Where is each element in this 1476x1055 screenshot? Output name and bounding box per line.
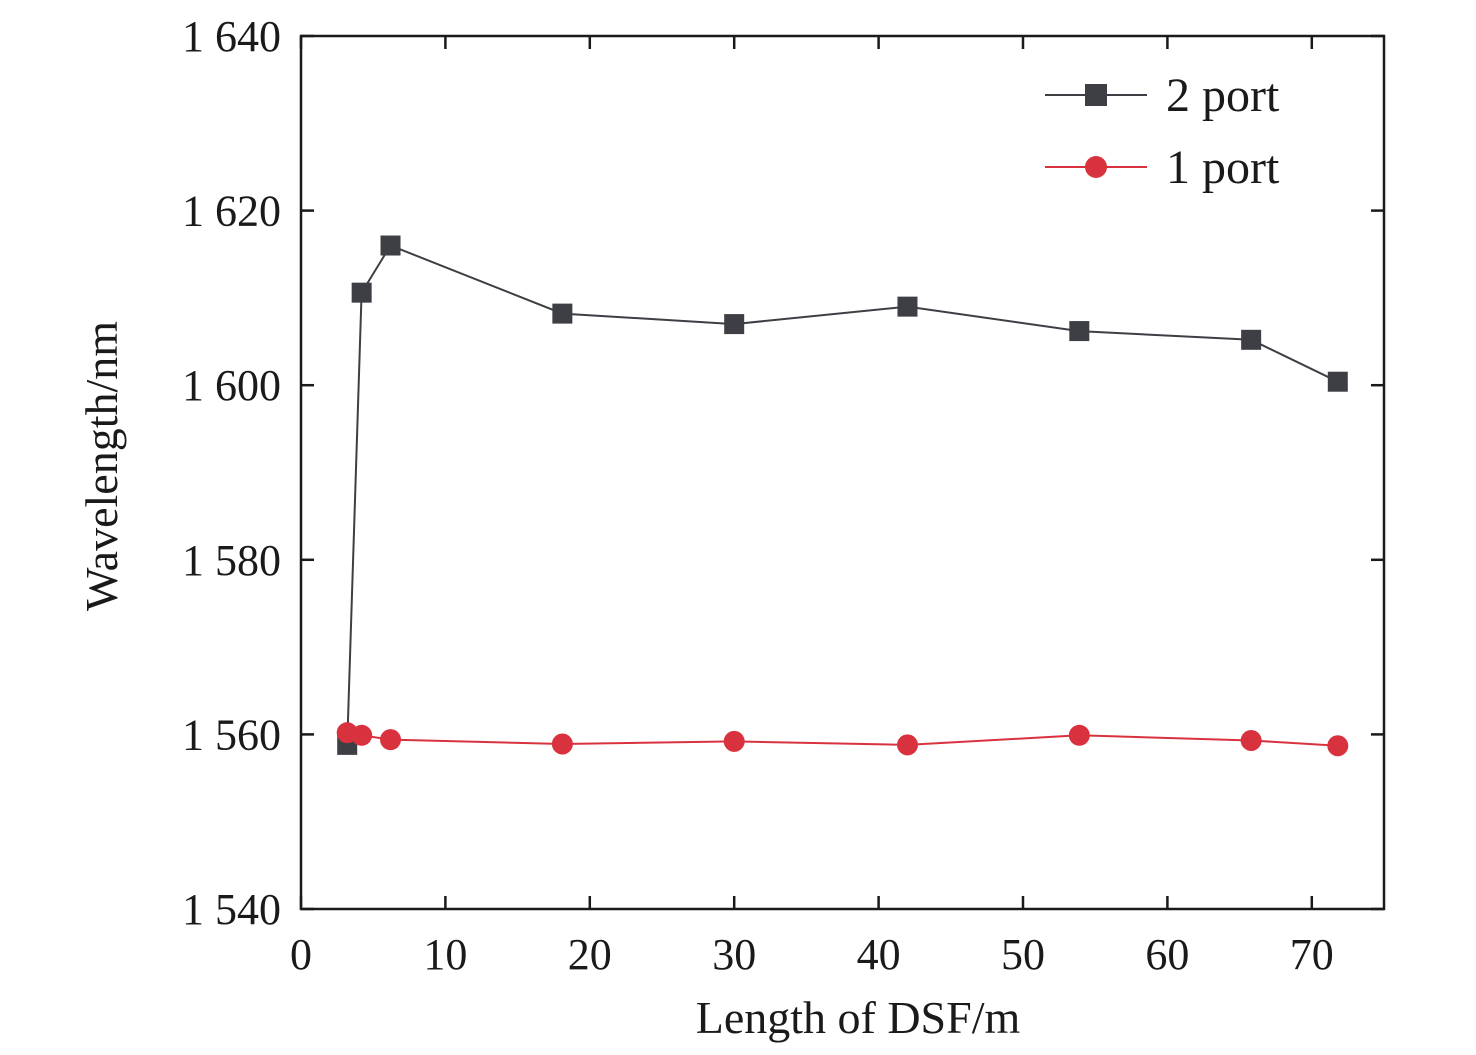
y-tick-label: 1 620 xyxy=(182,187,281,236)
y-axis: 1 540 1 560 1 580 1 600 1 620 1 640 xyxy=(182,12,1384,934)
legend: 2 port 1 port xyxy=(1045,69,1280,194)
data-point xyxy=(1240,730,1262,752)
series-line-1-port xyxy=(347,731,1338,747)
series-1-port xyxy=(336,722,1349,757)
data-point xyxy=(1327,735,1349,757)
legend-label-1-port: 1 port xyxy=(1166,141,1280,194)
x-tick-label: 50 xyxy=(1001,930,1045,979)
series-layer xyxy=(336,235,1349,757)
y-tick-label: 1 560 xyxy=(182,710,281,759)
data-point xyxy=(551,733,573,755)
data-point xyxy=(1068,724,1090,746)
data-point xyxy=(552,303,573,324)
legend-label-2-port: 2 port xyxy=(1166,69,1280,122)
x-tick-label: 60 xyxy=(1145,930,1189,979)
plot-frame xyxy=(299,34,1386,911)
data-point xyxy=(1327,371,1348,392)
x-axis: 0 10 20 30 40 50 60 70 xyxy=(290,36,1334,979)
data-point xyxy=(380,729,402,751)
y-tick-label: 1 540 xyxy=(182,885,281,934)
data-point xyxy=(351,282,372,303)
y-tick-label: 1 600 xyxy=(182,361,281,410)
x-axis-title: Length of DSF/m xyxy=(696,992,1021,1043)
y-tick-label: 1 640 xyxy=(182,12,281,61)
x-tick-label: 0 xyxy=(290,930,312,979)
data-point xyxy=(897,296,918,317)
series-2-port xyxy=(337,235,1348,755)
x-tick-label: 30 xyxy=(712,930,756,979)
data-point xyxy=(1069,321,1090,342)
legend-marker-circle xyxy=(1085,156,1107,178)
legend-marker-square xyxy=(1085,84,1107,106)
y-axis-title: Wavelength/nm xyxy=(76,321,127,611)
legend-item-1-port: 1 port xyxy=(1045,141,1280,194)
x-tick-label: 20 xyxy=(568,930,612,979)
series-line-2-port xyxy=(346,244,1339,745)
x-tick-label: 10 xyxy=(423,930,467,979)
legend-item-2-port: 2 port xyxy=(1045,69,1280,122)
data-point xyxy=(351,724,373,746)
data-point xyxy=(896,734,918,756)
y-tick-label: 1 580 xyxy=(182,536,281,585)
data-point xyxy=(724,314,745,335)
data-point xyxy=(723,730,745,752)
x-tick-label: 40 xyxy=(857,930,901,979)
data-point xyxy=(380,235,401,256)
data-point xyxy=(1241,329,1262,350)
x-tick-label: 70 xyxy=(1290,930,1334,979)
